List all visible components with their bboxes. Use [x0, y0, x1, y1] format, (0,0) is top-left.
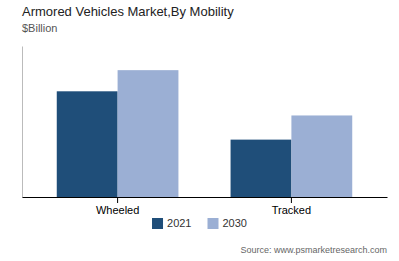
legend-label: 2030 — [223, 217, 247, 229]
x-axis-line — [23, 197, 388, 198]
y-axis — [22, 47, 23, 198]
plot: Wheeled Tracked — [23, 47, 388, 216]
x-axis: Wheeled Tracked — [23, 197, 388, 216]
legend: 2021 2030 — [152, 217, 247, 229]
title: Armored Vehicles Market,By Mobility — [22, 4, 234, 19]
bar — [231, 140, 292, 197]
legend-swatch — [208, 218, 219, 229]
x-tick-label: Tracked — [272, 204, 311, 216]
bars — [57, 70, 352, 197]
legend-label: 2021 — [167, 217, 191, 229]
legend-swatch — [152, 218, 163, 229]
x-tick: Tracked — [272, 197, 311, 216]
x-tick-mark — [291, 197, 292, 203]
x-tick-mark — [117, 197, 118, 203]
bar — [57, 91, 118, 197]
x-tick: Wheeled — [96, 197, 139, 216]
bar — [118, 70, 179, 197]
bar — [291, 115, 352, 197]
x-tick-label: Wheeled — [96, 204, 139, 216]
subtitle: $Billion — [22, 22, 57, 34]
legend-item: 2030 — [208, 217, 247, 229]
annotation: Source: www.psmarketresearch.com — [240, 245, 387, 255]
series — [118, 70, 353, 197]
legend-item: 2021 — [152, 217, 191, 229]
chart: Armored Vehicles Market,By Mobility $Bill… — [0, 0, 399, 261]
y-axis-line — [22, 47, 23, 198]
